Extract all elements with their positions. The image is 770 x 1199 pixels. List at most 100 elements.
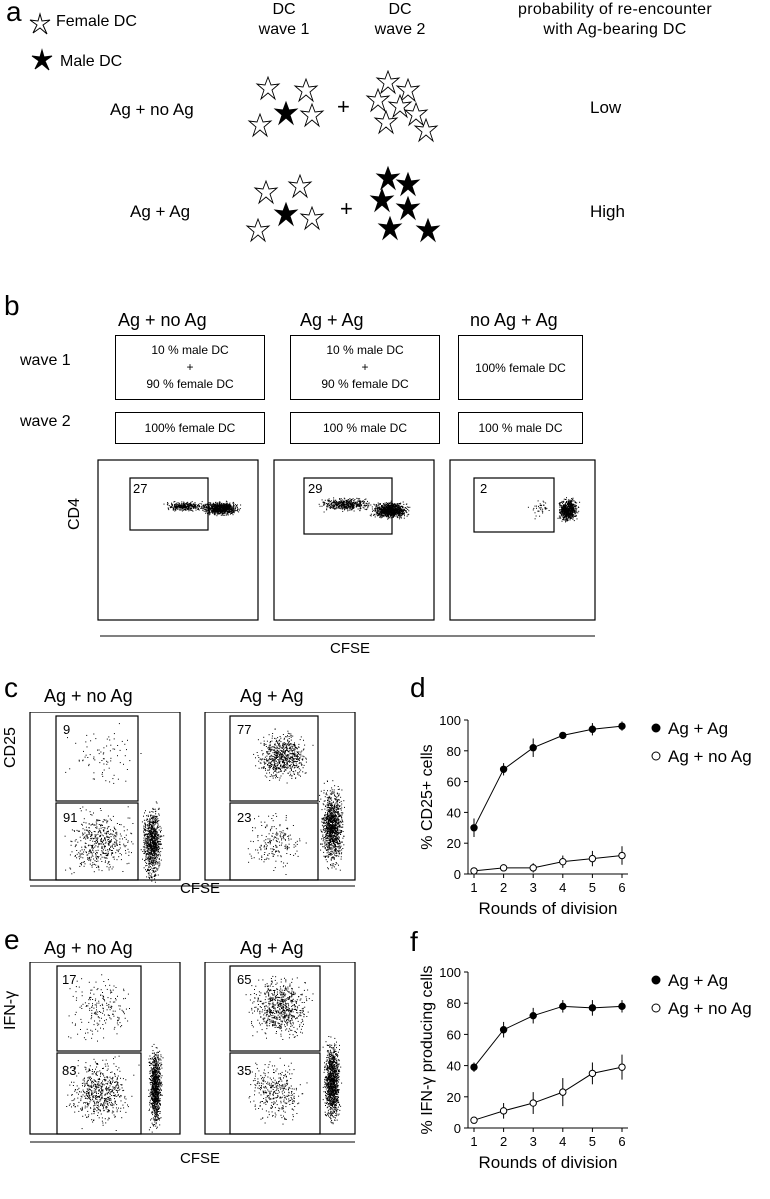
legend-label: Ag + Ag bbox=[668, 971, 728, 990]
col-header-wave2: DC wave 2 bbox=[374, 1, 426, 38]
y-tick-label: 100 bbox=[439, 965, 461, 980]
b-flow-plots bbox=[97, 459, 596, 637]
data-point bbox=[529, 744, 537, 752]
b-xlabel-cfse: CFSE bbox=[330, 640, 371, 657]
data-point bbox=[529, 1099, 537, 1107]
b-col3-wave1-text: 100% female DC bbox=[475, 361, 566, 375]
e-ylabel-ifn: IFN-γ bbox=[2, 990, 19, 1030]
row-ag-ag: Ag + Ag bbox=[130, 202, 191, 221]
b-plot1-gate bbox=[129, 477, 209, 531]
y-tick-label: 40 bbox=[447, 805, 461, 820]
b-gate3-value: 2 bbox=[480, 481, 488, 496]
data-point bbox=[499, 765, 508, 773]
b-col2-wave2-text: 100 % male DC bbox=[322, 421, 408, 435]
y-tick-label: 100 bbox=[439, 713, 461, 728]
panel-letter-d: d bbox=[410, 672, 426, 703]
b-col1-title: Ag + no Ag bbox=[118, 310, 207, 330]
c-plot1-title: Ag + no Ag bbox=[44, 686, 133, 706]
c-xlabel-cfse: CFSE bbox=[180, 880, 221, 897]
b-col1-wave2-text: 100% female DC bbox=[144, 421, 236, 435]
data-point bbox=[559, 731, 567, 740]
y-tick-label: 60 bbox=[447, 775, 461, 790]
data-point bbox=[499, 1107, 508, 1115]
legend-male-dc: Male DC bbox=[60, 53, 123, 70]
y-tick-label: 80 bbox=[447, 744, 461, 759]
y-tick-label: 80 bbox=[447, 996, 461, 1011]
data-point bbox=[588, 854, 597, 863]
b-col3-wave1-box: 100% female DC bbox=[458, 335, 583, 400]
legend-label: Ag + Ag bbox=[668, 719, 728, 738]
x-tick-label: 6 bbox=[618, 880, 625, 895]
series-line bbox=[473, 855, 623, 872]
c-plot2-title: Ag + Ag bbox=[240, 686, 304, 706]
data-point bbox=[470, 1063, 478, 1071]
c-plot1-lower: 91 bbox=[63, 810, 78, 825]
data-point bbox=[470, 824, 478, 832]
legend-marker bbox=[651, 1003, 661, 1013]
e-plot1-upper: 17 bbox=[62, 972, 77, 987]
data-point bbox=[559, 1002, 567, 1011]
legend-marker bbox=[651, 975, 661, 985]
b-col1-wave1-text: 10 % male DC + 90 % female DC bbox=[146, 343, 234, 391]
legend-marker bbox=[651, 751, 661, 761]
data-point bbox=[618, 1063, 626, 1071]
female-dc-star-icon bbox=[29, 12, 51, 35]
y-tick-label: 20 bbox=[447, 836, 461, 851]
c-plot2-upper: 77 bbox=[237, 722, 252, 737]
x-tick-label: 1 bbox=[470, 880, 477, 895]
data-point bbox=[559, 857, 567, 866]
data-point bbox=[588, 1004, 597, 1012]
panel-letter-a: a bbox=[6, 0, 22, 27]
data-point bbox=[529, 864, 537, 872]
dc-wave-illustration bbox=[246, 70, 440, 242]
b-row-wave2: wave 2 bbox=[20, 413, 71, 430]
data-point bbox=[499, 1026, 508, 1034]
y-tick-label: 40 bbox=[447, 1059, 461, 1074]
data-point bbox=[559, 1088, 567, 1096]
data-point bbox=[499, 864, 508, 872]
x-tick-label: 3 bbox=[530, 1134, 537, 1149]
plus-sign-row1: + bbox=[337, 94, 350, 119]
c-plot2-lower: 23 bbox=[237, 810, 252, 825]
y-tick-label: 20 bbox=[447, 1090, 461, 1105]
x-tick-label: 6 bbox=[618, 1134, 625, 1149]
y-tick-label: 0 bbox=[454, 1121, 461, 1136]
b-col3-title: no Ag + Ag bbox=[470, 310, 558, 330]
plus-sign-row2: + bbox=[340, 196, 353, 221]
y-tick-label: 60 bbox=[447, 1027, 461, 1042]
y-tick-label: 0 bbox=[454, 867, 461, 882]
x-axis-label: Rounds of division bbox=[479, 1153, 618, 1172]
c-plot1-upper: 9 bbox=[63, 722, 71, 737]
b-row-wave1: wave 1 bbox=[20, 352, 71, 369]
x-tick-label: 2 bbox=[500, 1134, 507, 1149]
b-col1-wave1-box: 10 % male DC + 90 % female DC bbox=[115, 335, 265, 400]
series-line bbox=[473, 725, 623, 829]
e-plot1-lower: 83 bbox=[62, 1063, 77, 1078]
y-axis-label: % CD25+ cells bbox=[419, 744, 436, 849]
e-plot2-upper: 65 bbox=[237, 972, 252, 987]
b-plot3-gate bbox=[473, 477, 555, 533]
b-col3-wave2-box: 100 % male DC bbox=[458, 412, 583, 444]
panel-letter-e: e bbox=[4, 924, 20, 955]
b-col2-wave2-box: 100 % male DC bbox=[290, 412, 440, 444]
b-gate2-value: 29 bbox=[308, 481, 323, 496]
x-tick-label: 2 bbox=[500, 880, 507, 895]
data-point bbox=[618, 851, 626, 860]
legend-label: Ag + no Ag bbox=[668, 747, 752, 766]
x-tick-label: 5 bbox=[589, 880, 596, 895]
data-point bbox=[588, 725, 597, 733]
data-point bbox=[470, 1116, 478, 1124]
panel-letter-c: c bbox=[4, 672, 18, 703]
b-col3-wave2-text: 100 % male DC bbox=[478, 421, 563, 435]
panel-letter-f: f bbox=[410, 926, 418, 957]
b-ylabel-cd4: CD4 bbox=[66, 497, 83, 530]
probability-high: High bbox=[590, 202, 625, 221]
data-point bbox=[529, 1011, 537, 1020]
legend-female-dc: Female DC bbox=[56, 13, 137, 30]
data-point bbox=[470, 867, 478, 875]
col-header-wave1: DC wave 1 bbox=[258, 1, 310, 38]
e-plot1-title: Ag + no Ag bbox=[44, 938, 133, 958]
data-point bbox=[588, 1069, 597, 1078]
probability-low: Low bbox=[590, 98, 622, 117]
